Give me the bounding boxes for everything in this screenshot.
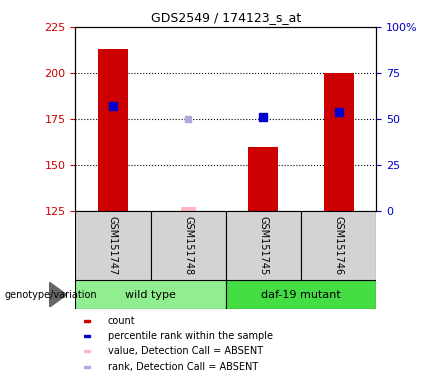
Bar	[84, 350, 90, 353]
Text: daf-19 mutant: daf-19 mutant	[261, 290, 341, 300]
Bar	[84, 366, 90, 368]
Bar	[84, 335, 90, 337]
Polygon shape	[49, 282, 67, 307]
Text: count: count	[108, 316, 135, 326]
Text: percentile rank within the sample: percentile rank within the sample	[108, 331, 273, 341]
Bar	[84, 319, 90, 322]
Bar	[150, 211, 226, 280]
Title: GDS2549 / 174123_s_at: GDS2549 / 174123_s_at	[150, 11, 301, 24]
Text: rank, Detection Call = ABSENT: rank, Detection Call = ABSENT	[108, 362, 258, 372]
Text: GSM151748: GSM151748	[183, 216, 193, 275]
Bar	[249, 147, 279, 211]
Text: genotype/variation: genotype/variation	[4, 290, 97, 300]
Bar	[226, 211, 301, 280]
Text: wild type: wild type	[125, 290, 176, 300]
Bar	[226, 280, 376, 309]
Bar	[75, 211, 150, 280]
Text: GSM151746: GSM151746	[334, 216, 344, 275]
Bar	[181, 207, 196, 211]
Bar	[75, 280, 226, 309]
Text: value, Detection Call = ABSENT: value, Detection Call = ABSENT	[108, 346, 263, 356]
Text: GSM151745: GSM151745	[258, 216, 268, 275]
Bar	[323, 73, 353, 211]
Bar	[98, 49, 128, 211]
Bar	[301, 211, 376, 280]
Text: GSM151747: GSM151747	[108, 216, 118, 275]
